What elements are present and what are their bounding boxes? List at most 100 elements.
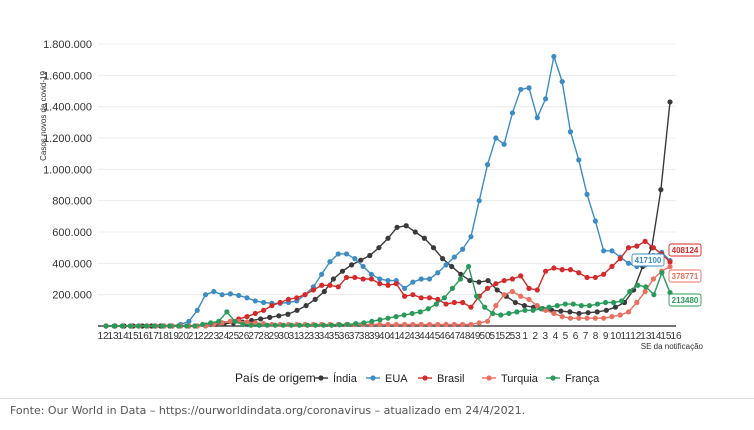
svg-text:França: França (565, 373, 600, 385)
data-point (643, 284, 649, 290)
x-tick-label: 15 (128, 331, 140, 342)
data-point (468, 321, 474, 328)
legend-item-turquia: Turquia (482, 373, 539, 385)
data-point (376, 245, 382, 251)
data-point (594, 301, 601, 307)
data-point (252, 298, 258, 304)
series-frança (103, 263, 673, 329)
data-point (302, 292, 308, 298)
data-point (551, 310, 557, 317)
data-point (321, 288, 327, 295)
data-point (227, 291, 234, 297)
x-tick-label: 29 (268, 331, 280, 342)
data-point (625, 245, 632, 251)
grid (98, 43, 676, 296)
end-value-label: 213480 (668, 293, 702, 307)
data-point (352, 256, 358, 262)
data-point (345, 321, 351, 328)
legend-title: País de origem (235, 371, 316, 385)
data-point (360, 276, 366, 282)
x-axis-ticks: 1213141516171819202122232425262728293031… (97, 331, 682, 342)
data-point (584, 315, 590, 321)
data-point (551, 265, 557, 271)
x-tick-label: 30 (278, 331, 290, 342)
data-point (401, 312, 407, 318)
data-point (609, 263, 615, 270)
data-point (327, 259, 333, 265)
data-point (368, 271, 375, 277)
data-point (567, 267, 574, 273)
data-point (457, 276, 464, 282)
x-tick-label: 6 (573, 331, 579, 342)
data-point (642, 238, 648, 244)
data-point (443, 301, 449, 307)
data-point (252, 310, 258, 317)
data-point (493, 303, 499, 309)
data-point (352, 274, 358, 281)
data-point (526, 85, 532, 91)
data-point (358, 257, 364, 263)
data-point (393, 281, 399, 287)
data-point (526, 285, 532, 291)
data-point (443, 262, 449, 268)
end-value-label: 408124 (668, 243, 702, 257)
x-tick-label: 52 (500, 331, 512, 342)
data-point (659, 270, 665, 276)
svg-text:Turquia: Turquia (501, 373, 539, 385)
data-point (534, 303, 540, 309)
data-point (433, 301, 439, 307)
data-point (425, 306, 431, 312)
data-point (460, 299, 466, 306)
data-point (512, 299, 518, 306)
data-point (592, 274, 598, 281)
data-point (619, 298, 625, 304)
data-point (601, 271, 607, 277)
data-point (521, 303, 528, 309)
data-point (576, 157, 582, 163)
x-tick-label: 27 (248, 331, 260, 342)
data-point (559, 314, 565, 320)
source-caption: Fonte: Our World in Data – https://ourwo… (10, 404, 526, 417)
data-point (476, 198, 482, 204)
data-point (651, 292, 657, 298)
data-point (476, 320, 482, 326)
data-point (330, 276, 337, 282)
data-point (625, 260, 632, 266)
data-point (435, 321, 441, 328)
data-point (272, 322, 278, 328)
data-point (244, 295, 250, 301)
data-point (650, 276, 657, 282)
data-point (601, 248, 607, 254)
x-axis-label: SE da notificação (641, 342, 704, 351)
data-point (240, 321, 246, 328)
x-tick-label: 24 (218, 331, 230, 342)
x-tick-label: 37 (349, 331, 361, 342)
data-point (227, 318, 234, 324)
data-point (385, 321, 391, 328)
data-point (135, 323, 141, 329)
data-point (393, 321, 399, 328)
data-point (501, 292, 507, 298)
data-point (451, 321, 457, 328)
data-point (418, 276, 424, 282)
x-tick-label: 43 (409, 331, 421, 342)
data-point (451, 254, 457, 260)
x-tick-label: 11 (621, 331, 632, 342)
data-point (634, 243, 640, 249)
x-tick-label: 25 (228, 331, 240, 342)
data-point (127, 323, 133, 329)
data-point (339, 268, 346, 274)
x-tick-label: 49 (469, 331, 481, 342)
data-point (576, 310, 582, 317)
data-point (368, 276, 375, 282)
data-point (467, 277, 473, 284)
x-tick-label: 3 (543, 331, 549, 342)
svg-text:378771: 378771 (672, 272, 699, 281)
data-point (443, 321, 449, 328)
svg-text:EUA: EUA (385, 373, 408, 385)
x-tick-label: 33 (309, 331, 321, 342)
data-point (534, 115, 540, 121)
data-point (658, 187, 664, 193)
data-point (530, 307, 536, 313)
data-point (327, 282, 333, 288)
